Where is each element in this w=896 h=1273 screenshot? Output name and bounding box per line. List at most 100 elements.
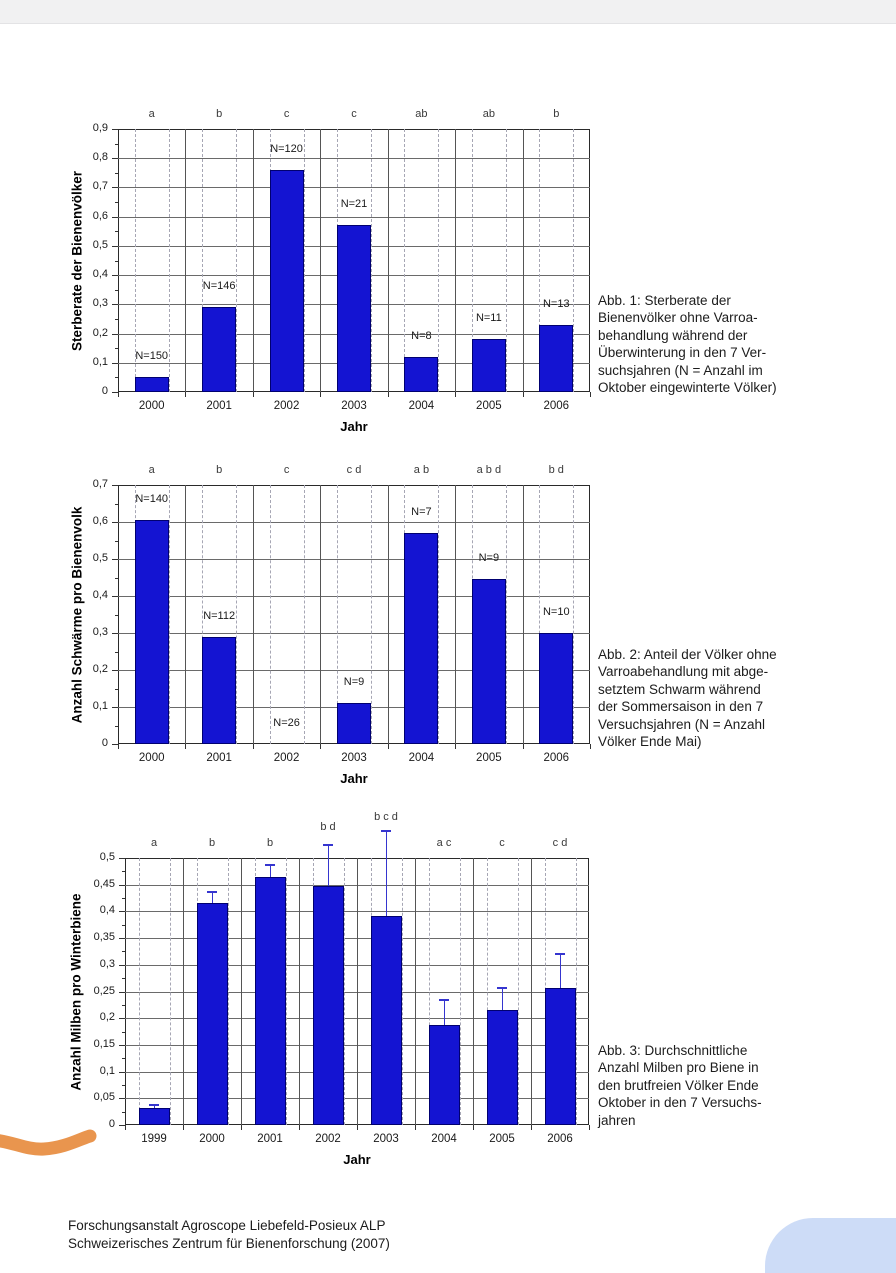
y-minor-tick-mark (122, 1084, 125, 1086)
error-bar-stem (385, 831, 387, 916)
y-tick-mark (112, 559, 118, 560)
category-boundary-line (320, 129, 322, 392)
n-count-label: N=7 (411, 506, 432, 519)
y-tick-mark (112, 129, 118, 130)
y-tick-mark (112, 485, 118, 486)
x-axis-title: Jahr (343, 1152, 371, 1167)
n-count-label: N=10 (542, 606, 570, 618)
error-bar-cap (323, 843, 333, 846)
x-tick-label: 2006 (547, 1133, 573, 1145)
error-bar-stem (269, 864, 271, 877)
y-tick-mark (112, 670, 118, 671)
y-minor-tick-mark (122, 1058, 125, 1060)
category-boundary-line (185, 485, 187, 744)
y-tick-label: 0,5 (92, 552, 108, 564)
significance-letter: ab (415, 108, 428, 120)
significance-letter: b c d (374, 811, 398, 823)
bar-edge-dropline (134, 129, 136, 392)
error-bar-stem (211, 891, 213, 904)
x-tick-mark (387, 744, 389, 749)
significance-letter: a (150, 837, 158, 849)
bar-2003 (370, 915, 402, 1125)
significance-letter: c d (346, 464, 362, 476)
bar-2005 (471, 339, 506, 392)
category-boundary-line (387, 485, 389, 744)
x-tick-label: 2004 (431, 1133, 457, 1145)
x-tick-label: 2006 (543, 752, 570, 764)
x-tick-label: 2004 (408, 752, 435, 764)
y-tick-mark (112, 245, 118, 247)
footer-line2: Schweizerisches Zentrum für Bienenforsch… (68, 1235, 390, 1251)
y-minor-tick-mark (115, 540, 118, 542)
bar-edge-dropline (303, 485, 305, 744)
significance-letter: c (283, 464, 290, 476)
y-tick-label: 0,3 (92, 297, 108, 310)
bar-edge-dropline (236, 485, 238, 744)
bar-2001 (254, 876, 286, 1125)
y-tick-mark (112, 707, 118, 708)
y-minor-tick-mark (115, 202, 118, 204)
bar-edge-dropline (202, 129, 204, 392)
error-bar-stem (559, 954, 561, 989)
x-tick-mark (183, 1125, 184, 1130)
significance-letter: b d (548, 464, 564, 476)
y-tick-label: 0,4 (92, 589, 108, 601)
y-tick-label: 0,1 (99, 1064, 115, 1077)
n-count-label: N=150 (135, 350, 169, 363)
x-tick-mark (455, 392, 457, 397)
y-tick-label: 0,2 (92, 326, 108, 339)
category-boundary-line (387, 129, 389, 392)
bar-2005 (471, 579, 506, 744)
bar-edge-dropline (517, 858, 519, 1125)
y-tick-mark (119, 938, 125, 940)
bar-edge-dropline (505, 485, 507, 744)
x-tick-label: 2002 (315, 1133, 341, 1145)
x-tick-mark (252, 744, 254, 749)
significance-letter: c (283, 108, 290, 120)
x-tick-label: 2002 (273, 400, 300, 412)
x-tick-label: 2006 (543, 400, 570, 412)
y-tick-mark (112, 333, 118, 335)
y-tick-mark (112, 744, 118, 745)
grid-line (118, 216, 590, 218)
chat-widget-button[interactable] (765, 1218, 896, 1273)
bar-edge-dropline (227, 858, 229, 1125)
significance-letter: a (148, 108, 155, 120)
y-minor-tick-mark (115, 377, 118, 379)
y-minor-tick-mark (115, 503, 118, 505)
bar-2005 (486, 1010, 518, 1125)
error-bar-cap (207, 890, 217, 893)
x-tick-mark (125, 1125, 126, 1130)
x-tick-mark (320, 744, 322, 749)
bar-edge-dropline (303, 129, 305, 392)
y-tick-mark (112, 633, 118, 634)
x-axis-title: Jahr (340, 771, 368, 786)
y-minor-tick-mark (122, 951, 125, 953)
y-tick-label: 0,7 (92, 478, 108, 490)
y-minor-tick-mark (122, 1004, 125, 1006)
y-tick-mark (112, 522, 118, 523)
bar-edge-dropline (428, 858, 430, 1125)
y-minor-tick-mark (115, 614, 118, 616)
category-boundary-line (455, 129, 457, 392)
grid-line (118, 559, 590, 560)
y-tick-mark (112, 596, 118, 597)
y-tick-label: 0,3 (99, 957, 115, 970)
y-tick-mark (112, 187, 118, 189)
grid-line (118, 522, 590, 523)
caption-abb3: Abb. 3: Durchschnittliche Anzahl Milben … (598, 1043, 762, 1128)
bar-2004 (404, 533, 439, 744)
footer-attribution: Forschungsanstalt Agroscope Liebefeld-Po… (68, 1217, 390, 1252)
x-tick-mark (252, 392, 254, 397)
bar-2001 (202, 307, 237, 392)
y-tick-mark (112, 158, 118, 160)
y-tick-mark (119, 1044, 125, 1046)
x-tick-mark (118, 392, 119, 397)
significance-letter: c (499, 837, 505, 849)
bar-2006 (539, 324, 574, 392)
x-tick-label: 2003 (341, 752, 367, 764)
x-tick-mark (590, 392, 591, 397)
n-count-label: N=9 (343, 676, 365, 689)
y-minor-tick-mark (115, 289, 118, 291)
n-count-label: N=9 (478, 552, 500, 565)
